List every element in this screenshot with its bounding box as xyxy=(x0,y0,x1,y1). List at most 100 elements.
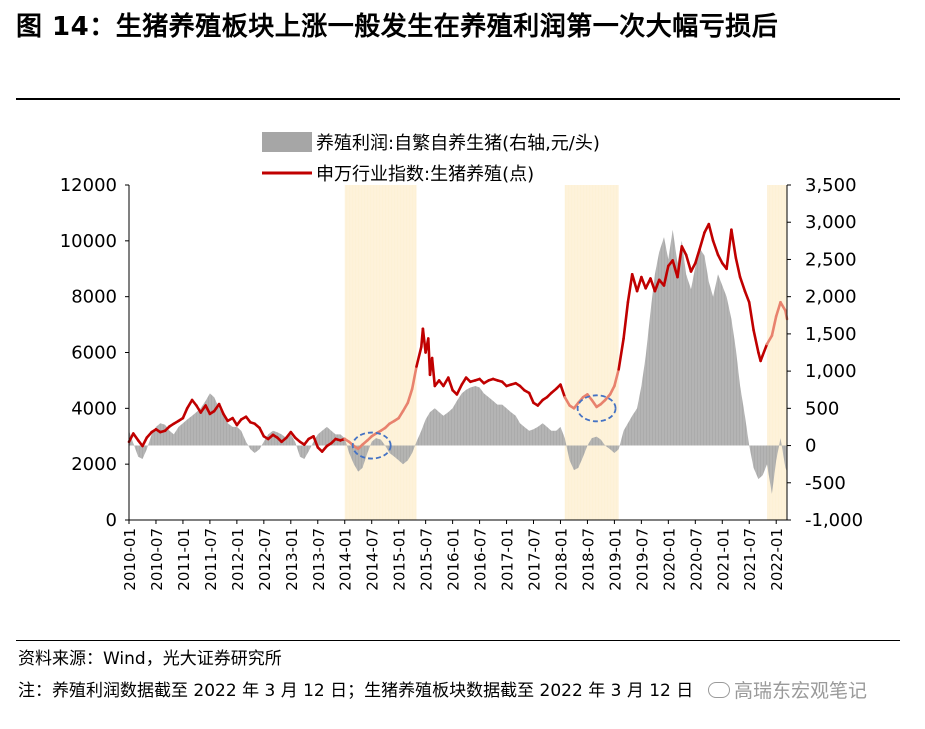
x-tick-label: 2011-01 xyxy=(175,528,193,591)
left-tick-label: 0 xyxy=(106,510,117,531)
index-line-segment xyxy=(185,398,194,410)
index-line-segment xyxy=(676,245,684,279)
index-line-segment xyxy=(127,432,135,444)
index-line-segment xyxy=(765,334,774,346)
index-line-segment xyxy=(563,395,571,407)
x-tick-label: 2018-07 xyxy=(579,528,597,591)
right-tick-label: -1,000 xyxy=(805,510,863,531)
x-tick-label: 2019-07 xyxy=(633,528,651,591)
highlight-ellipse-1 xyxy=(351,431,392,460)
x-tick-label: 2013-07 xyxy=(310,528,328,591)
index-line-segment xyxy=(698,231,706,251)
index-line-segment xyxy=(222,412,229,423)
index-line-segment xyxy=(608,384,616,396)
left-tick-label: 6000 xyxy=(71,343,117,364)
right-tick-label: -500 xyxy=(805,473,846,494)
index-line-segment xyxy=(406,387,414,405)
right-tick-label: 0 xyxy=(805,436,816,457)
index-line-segment xyxy=(734,256,742,279)
profit-bar-texture xyxy=(128,185,787,520)
index-line-segment xyxy=(141,436,149,448)
index-line-segment xyxy=(613,367,621,388)
x-tick-label: 2016-07 xyxy=(472,528,490,591)
index-line-segment xyxy=(401,401,410,413)
index-line-segment xyxy=(653,278,661,293)
left-tick-label: 2000 xyxy=(71,454,117,475)
index-line-segment xyxy=(752,328,760,354)
index-line-segment xyxy=(693,247,701,265)
x-tick-label: 2010-01 xyxy=(121,528,139,591)
right-tick-label: 2,500 xyxy=(805,249,857,270)
highlight-band-1 xyxy=(344,185,417,520)
x-tick-label: 2014-01 xyxy=(337,528,355,591)
left-tick-label: 8000 xyxy=(71,287,117,308)
wechat-icon xyxy=(708,682,730,698)
highlight-band-3 xyxy=(767,185,787,520)
index-line-segment xyxy=(711,239,720,257)
x-tick-label: 2014-07 xyxy=(364,528,382,591)
right-tick-label: 3,000 xyxy=(805,212,857,233)
x-tick-label: 2015-01 xyxy=(391,528,409,591)
index-line-segment xyxy=(258,426,266,438)
x-tick-label: 2010-07 xyxy=(148,528,166,591)
legend-index-label: 申万行业指数:生猪养殖(点) xyxy=(316,163,534,185)
legend-profit-label: 养殖利润:自繁自养生猪(右轴,元/头) xyxy=(316,132,600,154)
index-line-segment xyxy=(662,264,670,287)
index-line-segment xyxy=(761,342,769,357)
right-tick-label: 1,000 xyxy=(805,361,857,382)
index-line-segment xyxy=(743,289,751,304)
index-line-segment xyxy=(716,253,724,265)
index-line-segment xyxy=(630,273,639,293)
left-tick-label: 10000 xyxy=(60,231,117,252)
index-line-segment xyxy=(774,301,782,318)
index-line-segment xyxy=(460,376,468,386)
index-line-segment xyxy=(626,273,634,304)
x-tick-label: 2017-01 xyxy=(499,528,517,591)
index-line-segment xyxy=(725,228,733,271)
x-tick-label: 2018-01 xyxy=(553,528,571,591)
right-tick-label: 1,500 xyxy=(805,324,857,345)
left-tick-label: 12000 xyxy=(60,175,117,196)
left-tick-label: 4000 xyxy=(71,398,117,419)
data-note: 注：养殖利润数据截至 2022 年 3 月 12 日；生猪养殖板块数据截至 20… xyxy=(18,681,694,701)
right-tick-label: 3,500 xyxy=(805,175,857,196)
x-tick-label: 2011-07 xyxy=(202,528,220,591)
x-tick-label: 2020-07 xyxy=(687,528,705,591)
x-tick-label: 2021-01 xyxy=(714,528,732,591)
index-line-segment xyxy=(640,275,648,290)
index-line-segment xyxy=(617,337,625,371)
page-title: 图 14：生猪养殖板块上涨一般发生在养殖利润第一次大幅亏损后 xyxy=(16,12,779,42)
watermark: 高瑞东宏观笔记 xyxy=(708,676,867,703)
index-line-segment xyxy=(635,275,643,293)
x-tick-label: 2012-07 xyxy=(256,528,274,591)
profit-area xyxy=(129,229,787,494)
right-tick-label: 2,000 xyxy=(805,287,857,308)
index-line-segment xyxy=(707,222,715,243)
source-note: 资料来源：Wind，光大证券研究所 xyxy=(18,649,282,669)
index-line-segment xyxy=(649,277,657,293)
index-line-segment xyxy=(770,314,778,337)
x-tick-label: 2016-01 xyxy=(445,528,463,591)
index-line-segment xyxy=(559,383,567,399)
index-line-segment xyxy=(415,345,423,368)
x-tick-label: 2015-07 xyxy=(418,528,436,591)
right-tick-label: 500 xyxy=(805,398,839,419)
index-line-segment xyxy=(455,383,464,396)
x-tick-label: 2013-01 xyxy=(283,528,301,591)
index-line-segment xyxy=(527,391,535,405)
index-line-segment xyxy=(410,365,418,391)
index-line-segment xyxy=(680,245,688,257)
index-line-segment xyxy=(689,261,697,273)
x-tick-label: 2019-01 xyxy=(606,528,624,591)
index-line-segment xyxy=(446,376,454,392)
index-line-segment xyxy=(430,356,437,388)
index-line-segment xyxy=(590,398,598,409)
chart: 0 2000 4000 6000 8000 10000 12000 -1,000 -500 0 50… xyxy=(60,132,863,591)
legend-profit-swatch xyxy=(262,132,312,152)
x-tick-label: 2020-01 xyxy=(660,528,678,591)
watermark-text: 高瑞东宏观笔记 xyxy=(734,680,868,702)
index-line-segment xyxy=(622,301,630,340)
highlight-ellipse-2 xyxy=(576,394,617,423)
x-tick-label: 2022-01 xyxy=(768,528,786,591)
index-line-segment xyxy=(684,253,693,273)
